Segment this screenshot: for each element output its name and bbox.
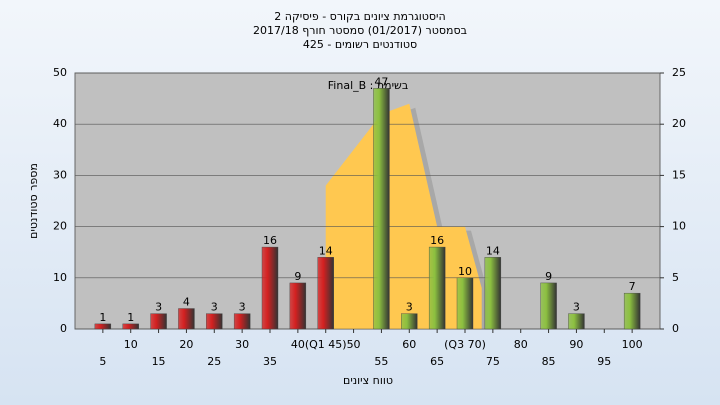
x-axis-title: טווח ציונים <box>343 374 393 387</box>
value-label: 9 <box>545 270 552 283</box>
bar <box>261 246 279 330</box>
x-tick-label: 85 <box>542 355 556 368</box>
value-label: 1 <box>99 311 106 324</box>
x-tick-label: 50 <box>347 338 361 351</box>
value-label: 3 <box>573 301 580 314</box>
y2-tick-label: 10 <box>672 220 686 233</box>
y-axis-title: מספר סטודנטים <box>27 163 40 239</box>
bar <box>122 323 139 330</box>
y2-tick-label: 5 <box>672 271 679 284</box>
y-tick-label: 40 <box>53 117 67 130</box>
x-tick-label: 35 <box>263 355 277 368</box>
bar <box>540 282 557 330</box>
x-tick-label: 5 <box>99 355 106 368</box>
chart-title: בסמסטר (01/2017) סמסטר חורף 2017/18 <box>253 24 467 37</box>
y2-tick-label: 20 <box>672 117 686 130</box>
y-tick-label: 30 <box>53 168 67 181</box>
y2-tick-label: 25 <box>672 66 686 79</box>
bar <box>373 88 390 330</box>
x-tick-label: 95 <box>597 355 611 368</box>
bar <box>94 323 112 330</box>
value-label: 10 <box>458 265 472 278</box>
bar <box>568 313 585 330</box>
x-tick-label: (Q1 45) <box>305 338 347 351</box>
value-label: 1 <box>127 311 134 324</box>
bar <box>289 282 307 330</box>
x-tick-label: 10 <box>124 338 138 351</box>
value-label: 47 <box>374 75 388 88</box>
bar <box>484 257 502 330</box>
x-tick-label: 15 <box>152 355 166 368</box>
bar <box>456 277 474 330</box>
x-tick-label: 20 <box>179 338 193 351</box>
annotation: Final_B : בשימת <box>328 79 408 92</box>
y-tick-label: 50 <box>53 66 67 79</box>
chart-title: היסטוגרמת ציונים בקורס - פיסיקה 2 <box>274 10 445 23</box>
bar <box>428 246 446 330</box>
value-label: 16 <box>263 234 277 247</box>
bar <box>401 313 418 330</box>
y2-tick-label: 15 <box>672 168 686 181</box>
y2-tick-label: 0 <box>672 322 679 335</box>
bar <box>233 313 251 330</box>
x-tick-label: 80 <box>514 338 528 351</box>
x-tick-label: 65 <box>430 355 444 368</box>
value-label: 14 <box>486 244 500 257</box>
y-tick-label: 10 <box>53 271 67 284</box>
bar <box>178 308 195 330</box>
x-tick-label: 90 <box>569 338 583 351</box>
x-tick-label: 75 <box>486 355 500 368</box>
x-tick-label: 30 <box>235 338 249 351</box>
value-label: 9 <box>294 270 301 283</box>
x-tick-label: 60 <box>402 338 416 351</box>
chart-title: 425 - סטודנטים רשומים <box>303 38 417 51</box>
value-label: 7 <box>629 280 636 293</box>
value-label: 3 <box>406 301 413 314</box>
x-tick-label: 55 <box>374 355 388 368</box>
bar <box>150 313 167 330</box>
value-label: 16 <box>430 234 444 247</box>
bar <box>623 292 641 330</box>
value-label: 3 <box>155 301 162 314</box>
y-tick-label: 0 <box>60 322 67 335</box>
value-label: 14 <box>319 244 333 257</box>
value-label: 3 <box>211 301 218 314</box>
x-tick-label: (Q3 70) <box>444 338 486 351</box>
value-label: 3 <box>239 301 246 314</box>
y-tick-label: 20 <box>53 220 67 233</box>
x-tick-label: 40 <box>291 338 305 351</box>
x-tick-label: 25 <box>207 355 221 368</box>
value-label: 4 <box>183 296 190 309</box>
bar <box>206 313 223 330</box>
bar <box>317 257 334 330</box>
x-tick-label: 100 <box>622 338 643 351</box>
